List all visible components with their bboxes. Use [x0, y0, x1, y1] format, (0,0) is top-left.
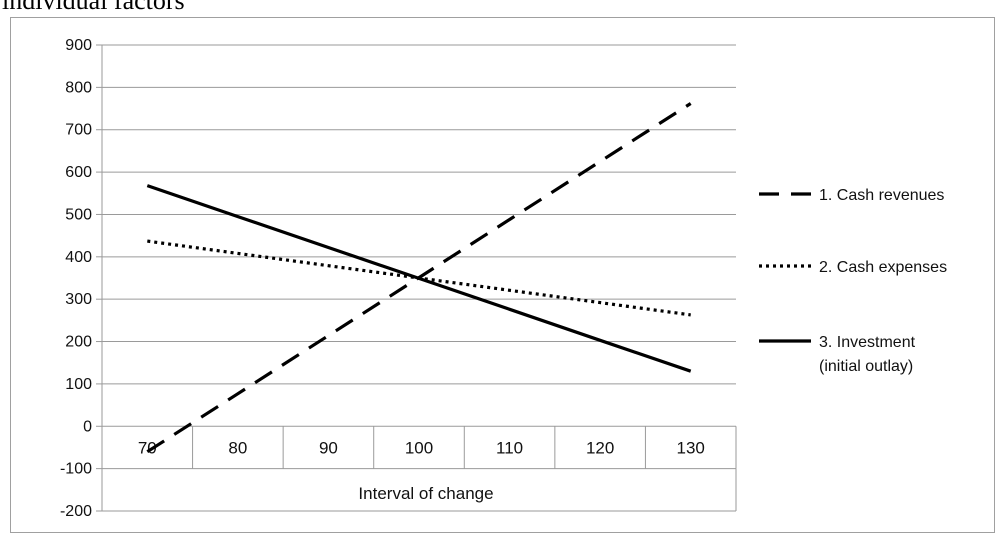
y-tick-label: 600: [65, 164, 92, 181]
series-line-3: [146, 184, 692, 373]
x-tick-label: 110: [496, 438, 523, 457]
legend-label-3: 3. Investment: [819, 334, 916, 351]
legend-label-1: 1. Cash revenues: [819, 187, 944, 204]
x-tick-label: 70: [138, 438, 157, 457]
x-tick-label: 90: [319, 438, 338, 457]
y-tick-label: 700: [65, 122, 92, 139]
x-tick-label: 100: [405, 438, 433, 457]
x-tick-label: 130: [677, 438, 705, 457]
y-tick-label: 300: [65, 291, 92, 308]
y-tick-label: 900: [65, 37, 92, 54]
y-tick-label: 100: [65, 376, 92, 393]
legend-label-2: 2. Cash expenses: [819, 259, 947, 276]
y-tick-label: 500: [65, 206, 92, 223]
figure-caption: individual factors: [2, 0, 185, 15]
y-tick-label: 200: [65, 334, 92, 351]
y-tick-label: -200: [60, 503, 92, 520]
y-tick-label: 400: [65, 249, 92, 266]
line-chart: -200 -100 0 100 200 300 400 500 600 700 800 900 70 80…: [60, 37, 947, 520]
legend-label-3: (initial outlay): [819, 358, 913, 375]
chart-frame: -200 -100 0 100 200 300 400 500 600 700 800 900 70 80…: [10, 17, 995, 533]
x-tick-label: 80: [228, 438, 247, 457]
y-tick-label: 800: [65, 79, 92, 96]
y-tick-label: 0: [83, 418, 92, 435]
y-tick-label: -100: [60, 461, 92, 478]
x-tick-label: 120: [586, 438, 614, 457]
x-axis-title: Interval of change: [358, 484, 493, 503]
